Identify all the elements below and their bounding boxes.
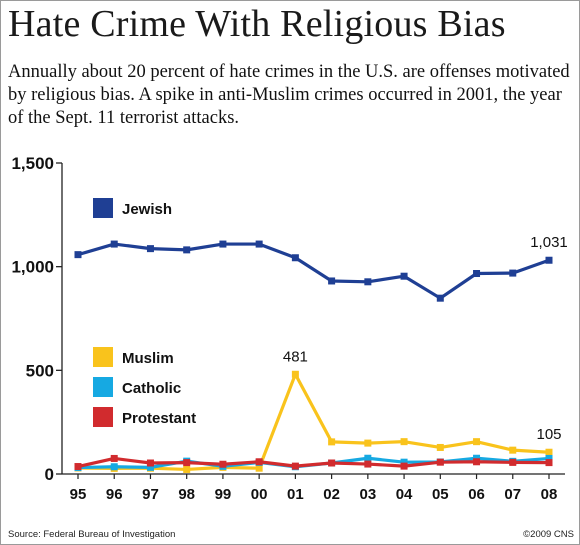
protestant-point [291, 462, 299, 470]
jewish-point [219, 240, 227, 248]
jewish-line [76, 242, 551, 300]
y-tick-label: 500 [26, 361, 54, 380]
data-label: 1,031 [530, 234, 568, 251]
protestant-point [110, 454, 118, 462]
muslim-point [328, 438, 336, 446]
muslim-line [76, 372, 551, 472]
legend-item-catholic: Catholic [93, 377, 181, 397]
muslim-point [436, 443, 444, 451]
protestant-point [255, 458, 263, 466]
jewish-point [255, 240, 263, 248]
x-tick-label: 00 [251, 486, 268, 503]
annotations: 1,031 481 105 [283, 234, 568, 443]
catholic-point [545, 454, 553, 462]
protestant-point [436, 458, 444, 466]
x-tick-label: 98 [178, 486, 195, 503]
source-note: Source: Federal Bureau of Investigation [8, 529, 176, 540]
protestant-point [328, 459, 336, 467]
protestant-point [400, 462, 408, 470]
muslim-point [183, 465, 191, 473]
chart-title: Hate Crime With Religious Bias [8, 3, 506, 45]
chart-axes: 0 500 1,000 1,500 95 96 97 98 99 00 01 02 03 04 05 06 07… [11, 154, 565, 503]
y-tick-label: 1,500 [11, 154, 54, 173]
jewish-point [473, 270, 481, 278]
x-tick-label: 97 [142, 486, 159, 503]
copyright-note: ©2009 CNS [523, 529, 574, 540]
legend-swatch [93, 407, 113, 427]
jewish-point [146, 245, 154, 253]
protestant-point [509, 458, 517, 466]
chart-subtitle: Annually about 20 percent of hate crimes… [8, 62, 570, 128]
legend-swatch [93, 198, 113, 218]
muslim-point [364, 439, 372, 447]
protestant-point [183, 459, 191, 467]
protestant-line [76, 456, 551, 469]
protestant-point [74, 463, 82, 471]
jewish-point [509, 269, 517, 277]
legend-label: Muslim [122, 350, 174, 367]
jewish-point [183, 246, 191, 254]
x-tick-label: 05 [432, 486, 449, 503]
catholic-point [146, 463, 154, 471]
legend-item-protestant: Protestant [93, 407, 196, 427]
legend: Jewish Muslim Catholic Protestant [93, 198, 196, 427]
jewish-point [436, 294, 444, 302]
jewish-point [328, 277, 336, 285]
x-tick-label: 02 [323, 486, 340, 503]
jewish-point [110, 240, 118, 248]
legend-item-muslim: Muslim [93, 347, 174, 367]
legend-label: Catholic [122, 380, 181, 397]
muslim-point [255, 464, 263, 472]
data-label: 105 [536, 426, 561, 443]
legend-item-jewish: Jewish [93, 198, 172, 218]
x-tick-label: 04 [396, 486, 413, 503]
series-jewish [74, 240, 553, 302]
series-protestant [74, 454, 553, 471]
x-tick-label: 96 [106, 486, 123, 503]
muslim-point [400, 438, 408, 446]
muslim-point [509, 446, 517, 454]
data-label: 481 [283, 348, 308, 365]
muslim-point [473, 438, 481, 446]
x-tick-label: 01 [287, 486, 304, 503]
jewish-point [400, 272, 408, 280]
protestant-point [473, 458, 481, 466]
x-tick-label: 07 [504, 486, 521, 503]
legend-label: Protestant [122, 410, 196, 427]
x-tick-label: 06 [468, 486, 485, 503]
catholic-point [400, 458, 408, 466]
catholic-point [473, 454, 481, 462]
jewish-point [364, 278, 372, 286]
legend-label: Jewish [122, 201, 172, 218]
y-tick-label: 0 [45, 465, 54, 484]
y-tick-label: 1,000 [11, 258, 54, 277]
x-tick-label: 08 [541, 486, 558, 503]
muslim-point [545, 448, 553, 456]
x-tick-label: 03 [360, 486, 377, 503]
x-tick-label: 99 [215, 486, 232, 503]
legend-swatch [93, 347, 113, 367]
jewish-point [74, 251, 82, 259]
legend-swatch [93, 377, 113, 397]
catholic-point [364, 454, 372, 462]
x-tick-label: 95 [70, 486, 87, 503]
series-layer [74, 240, 553, 473]
muslim-point [291, 370, 299, 378]
protestant-point [545, 459, 553, 467]
protestant-point [364, 460, 372, 468]
jewish-point [545, 256, 553, 264]
jewish-point [291, 254, 299, 262]
catholic-point [110, 463, 118, 471]
protestant-point [219, 460, 227, 468]
protestant-point [146, 459, 154, 467]
